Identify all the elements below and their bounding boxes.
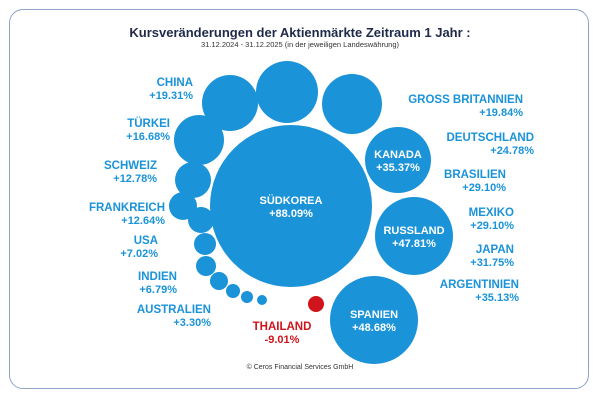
südkorea-label: SÜDKOREA xyxy=(260,194,323,207)
market-bubble xyxy=(174,115,224,165)
australien-value: +3.30% xyxy=(173,317,211,329)
schweiz-value: +12.78% xyxy=(113,173,157,185)
indien-label: INDIEN xyxy=(138,271,177,283)
brasilien-label: BRASILIEN xyxy=(444,169,506,181)
market-bubble xyxy=(175,162,211,198)
spanien-bubble xyxy=(330,276,418,364)
usa-label: USA xyxy=(134,235,158,247)
market-bubble xyxy=(196,256,216,276)
thailand-value: -9.01% xyxy=(265,334,300,346)
frankreich-value: +12.64% xyxy=(121,215,165,227)
argentinien-value: +35.13% xyxy=(475,292,519,304)
market-bubble xyxy=(194,233,216,255)
china-value: +19.31% xyxy=(149,90,193,102)
spanien-value: +48.68% xyxy=(352,322,396,334)
thailand-bubble xyxy=(308,296,324,312)
market-bubble xyxy=(226,284,240,298)
argentinien-label: ARGENTINIEN xyxy=(440,279,519,291)
kanada-value: +35.37% xyxy=(376,162,420,174)
russland-bubble xyxy=(375,197,453,275)
market-bubble xyxy=(322,74,382,134)
indien-value: +6.79% xyxy=(139,284,177,296)
türkei-label: TÜRKEI xyxy=(127,117,170,130)
market-bubble xyxy=(169,192,197,220)
japan-value: +31.75% xyxy=(470,257,514,269)
spanien-label: SPANIEN xyxy=(350,309,398,321)
frankreich-label: FRANKREICH xyxy=(89,202,165,214)
chart-subtitle: 31.12.2024 - 31.12.2025 (in der jeweilig… xyxy=(200,40,400,49)
market-bubble xyxy=(256,61,318,123)
südkorea-bubble xyxy=(210,125,372,287)
thailand-label: THAILAND xyxy=(253,321,312,333)
schweiz-label: SCHWEIZ xyxy=(104,160,157,172)
chart-title: Kursveränderungen der Aktienmärkte Zeitr… xyxy=(129,25,471,40)
deutschland-value: +24.78% xyxy=(490,145,534,157)
mexiko-label: MEXIKO xyxy=(469,207,514,219)
türkei-value: +16.68% xyxy=(126,131,170,143)
market-bubble xyxy=(257,295,267,305)
copyright-footer: © Ceros Financial Services GmbH xyxy=(246,364,354,371)
russland-label: RUSSLAND xyxy=(383,225,444,237)
deutschland-label: DEUTSCHLAND xyxy=(446,132,534,144)
brasilien-value: +29.10% xyxy=(462,182,506,194)
gross-britannien-label: GROSS BRITANNIEN xyxy=(408,94,523,106)
usa-value: +7.02% xyxy=(120,248,158,260)
kanada-bubble xyxy=(365,127,431,193)
mexiko-value: +29.10% xyxy=(470,220,514,232)
kanada-label: KANADA xyxy=(374,149,422,161)
südkorea-value: +88.09% xyxy=(269,208,313,220)
australien-label: AUSTRALIEN xyxy=(137,304,211,316)
market-bubble xyxy=(210,272,228,290)
market-bubble xyxy=(202,75,258,131)
gross-britannien-value: +19.84% xyxy=(479,107,523,119)
china-label: CHINA xyxy=(157,77,193,89)
japan-label: JAPAN xyxy=(476,244,514,256)
market-bubble xyxy=(188,207,214,233)
market-bubble xyxy=(241,291,253,303)
russland-value: +47.81% xyxy=(392,238,436,250)
